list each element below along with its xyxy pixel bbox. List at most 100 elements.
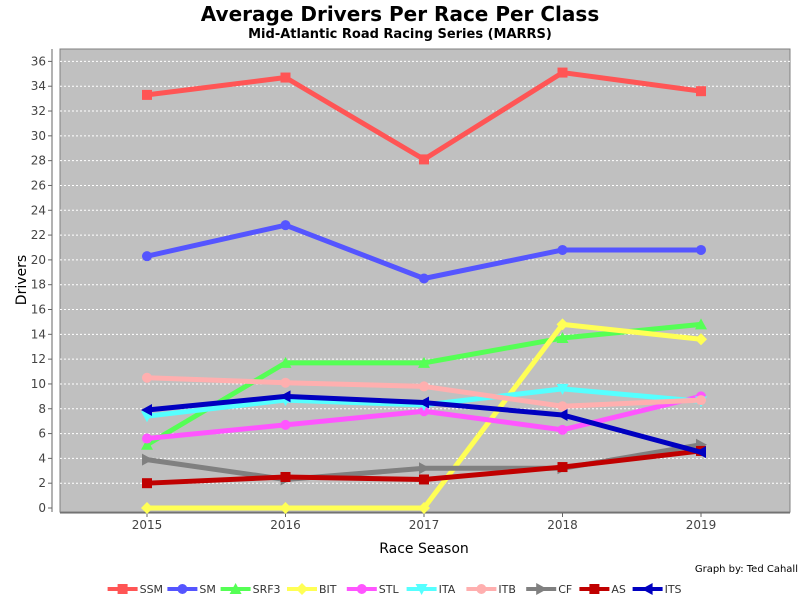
x-tick-label: 2017 xyxy=(409,518,440,532)
data-point xyxy=(141,403,152,416)
data-point xyxy=(419,154,429,165)
x-tick-label: 2019 xyxy=(686,518,717,532)
chart-subtitle: Mid-Atlantic Road Racing Series (MARRS) xyxy=(248,27,552,42)
data-point xyxy=(556,408,568,421)
y-tick-label: 0 xyxy=(38,501,46,515)
data-point xyxy=(280,377,291,388)
y-tick-label: 36 xyxy=(31,54,46,68)
legend-marker xyxy=(536,583,548,595)
data-point xyxy=(696,244,706,255)
series-ssm xyxy=(142,67,706,165)
chart-credit: Graph by: Ted Cahall xyxy=(695,564,798,575)
data-point xyxy=(142,453,153,466)
legend-marker xyxy=(476,584,487,594)
data-point xyxy=(280,419,291,430)
data-point xyxy=(419,273,429,284)
y-tick-label: 2 xyxy=(38,476,46,490)
data-point xyxy=(557,462,568,473)
x-tick-label: 2015 xyxy=(132,518,163,532)
data-point xyxy=(279,390,291,403)
data-point xyxy=(557,401,568,412)
legend-item-as: AS xyxy=(579,583,626,596)
data-point xyxy=(419,406,429,417)
series-its xyxy=(141,390,706,459)
series-lines xyxy=(141,67,707,514)
data-point xyxy=(142,251,152,262)
data-point xyxy=(141,502,153,514)
y-axis-label: Drivers xyxy=(14,255,30,305)
x-tick-label: 2016 xyxy=(270,518,301,532)
legend-item-ssm: SSM xyxy=(107,583,163,596)
data-point xyxy=(695,446,706,459)
data-point xyxy=(419,381,429,392)
data-point xyxy=(142,89,152,100)
y-tick-label: 16 xyxy=(31,303,46,317)
data-point xyxy=(280,471,291,482)
data-point xyxy=(418,356,430,368)
x-axis: 2015 2016 2017 2018 2019 xyxy=(60,512,790,532)
y-tick-label: 18 xyxy=(31,278,46,292)
legend-label: ITS xyxy=(665,583,682,596)
series-srf3 xyxy=(141,318,707,450)
data-point xyxy=(696,86,706,97)
data-point xyxy=(418,502,430,514)
y-tick-label: 14 xyxy=(31,327,46,341)
y-tick-label: 32 xyxy=(31,104,46,118)
y-tick-label: 6 xyxy=(38,427,46,441)
data-point xyxy=(142,478,152,489)
y-tick-label: 10 xyxy=(31,377,46,391)
data-point xyxy=(557,67,568,78)
y-tick-label: 24 xyxy=(31,203,46,217)
x-tick-label: 2018 xyxy=(547,518,578,532)
data-point xyxy=(142,372,152,383)
legend-label: SSM xyxy=(140,583,163,596)
y-tick-label: 20 xyxy=(31,253,46,267)
legend-item-ita: ITA xyxy=(406,583,456,596)
data-point xyxy=(280,220,291,231)
data-point xyxy=(280,72,291,83)
y-tick-label: 8 xyxy=(38,402,46,416)
legend-label: SM xyxy=(199,583,215,596)
legend-marker xyxy=(589,584,600,594)
data-point xyxy=(556,332,569,344)
y-tick-label: 22 xyxy=(31,228,46,242)
x-axis-label: Race Season xyxy=(379,541,469,557)
data-point xyxy=(695,318,707,330)
data-point xyxy=(695,333,707,346)
legend-marker xyxy=(177,584,188,594)
y-tick-label: 30 xyxy=(31,129,46,143)
legend-item-srf3: SRF3 xyxy=(220,583,281,596)
data-point xyxy=(279,502,292,514)
data-point xyxy=(556,383,569,395)
data-point xyxy=(141,438,153,450)
y-tick-label: 28 xyxy=(31,154,46,168)
legend-label: SRF3 xyxy=(253,583,281,596)
legend-item-cf: CF xyxy=(526,583,572,596)
data-point xyxy=(418,396,429,409)
y-tick-label: 26 xyxy=(31,178,46,192)
legend-item-bit: BIT xyxy=(287,583,337,596)
legend-label: AS xyxy=(611,583,626,596)
legend-item-stl: STL xyxy=(346,583,400,596)
legend-marker xyxy=(296,583,308,595)
legend-label: STL xyxy=(379,583,400,596)
chart-title: Average Drivers Per Race Per Class xyxy=(201,2,599,26)
legend: SSM SM SRF3 BIT STL ITA ITB CF AS ITS xyxy=(107,583,682,596)
y-tick-label: 12 xyxy=(31,352,46,366)
legend-marker xyxy=(229,583,242,594)
data-point xyxy=(556,318,569,331)
legend-item-itb: ITB xyxy=(466,583,516,596)
legend-marker xyxy=(415,584,428,595)
legend-label: ITA xyxy=(439,583,456,596)
data-point xyxy=(279,356,292,368)
data-point xyxy=(696,395,706,406)
data-point xyxy=(557,244,568,255)
legend-label: BIT xyxy=(319,583,337,596)
data-point xyxy=(419,474,429,485)
legend-label: ITB xyxy=(498,583,516,596)
y-tick-label: 34 xyxy=(31,79,46,93)
legend-marker xyxy=(641,583,653,595)
data-point xyxy=(557,424,568,435)
